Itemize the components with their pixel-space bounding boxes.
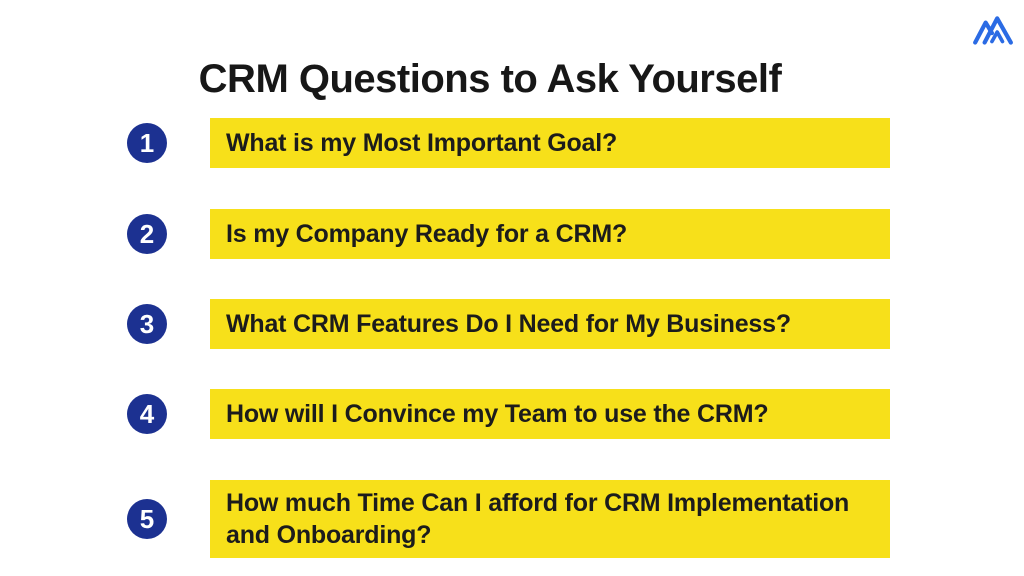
- step-number: 5: [139, 504, 155, 534]
- question-bar-4: How will I Convince my Team to use the C…: [210, 389, 890, 439]
- page-title: CRM Questions to Ask Yourself: [198, 56, 782, 101]
- step-number-badge-3: 3: [127, 304, 167, 344]
- question-row-4: 4 How will I Convince my Team to use the…: [0, 389, 1024, 439]
- step-number: 4: [139, 399, 155, 429]
- question-row-1: 1 What is my Most Important Goal?: [0, 118, 1024, 168]
- question-row-3: 3 What CRM Features Do I Need for My Bus…: [0, 299, 1024, 349]
- step-number-badge-4: 4: [127, 394, 167, 434]
- question-text: What CRM Features Do I Need for My Busin…: [226, 310, 791, 338]
- step-number: 3: [139, 309, 155, 339]
- step-number-badge-1: 1: [127, 123, 167, 163]
- question-text: How will I Convince my Team to use the C…: [226, 400, 769, 428]
- step-number: 1: [139, 128, 155, 158]
- question-bar-3: What CRM Features Do I Need for My Busin…: [210, 299, 890, 349]
- question-text: How much Time Can I afford for CRM Imple…: [226, 489, 850, 549]
- question-text: Is my Company Ready for a CRM?: [226, 220, 628, 248]
- mountain-logo-icon: [973, 16, 1013, 45]
- question-bar-1: What is my Most Important Goal?: [210, 118, 890, 168]
- question-bar-2: Is my Company Ready for a CRM?: [210, 209, 890, 259]
- question-row-2: 2 Is my Company Ready for a CRM?: [0, 209, 1024, 259]
- question-text: What is my Most Important Goal?: [226, 129, 618, 157]
- question-row-5: 5 How much Time Can I afford for CRM Imp…: [0, 480, 1024, 558]
- question-bar-5: How much Time Can I afford for CRM Imple…: [210, 480, 890, 558]
- step-number: 2: [139, 219, 155, 249]
- step-number-badge-5: 5: [127, 499, 167, 539]
- step-number-badge-2: 2: [127, 214, 167, 254]
